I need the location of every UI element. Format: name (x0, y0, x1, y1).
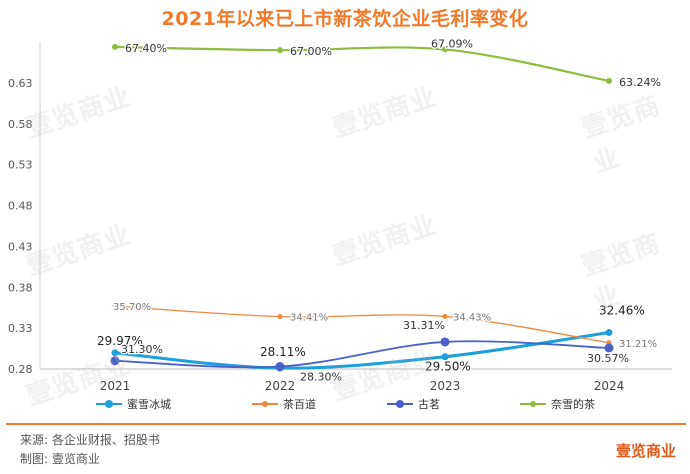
x-tick-label: 2024 (594, 379, 625, 393)
y-tick-label: 0.53 (8, 159, 33, 172)
data-label-guming: 30.57% (587, 352, 629, 365)
data-label-nayuki: 67.00% (290, 45, 332, 58)
series-line-guming (114, 340, 610, 369)
data-label-chabaidao: 35.70% (113, 302, 151, 313)
data-point-mixue (441, 353, 449, 361)
legend-item-chabaidao: 茶百道 (252, 396, 316, 412)
data-label-mixue: 29.97% (97, 334, 143, 348)
data-point-nayuki (606, 77, 612, 84)
data-point-guming (440, 337, 450, 347)
y-tick-label: 0.58 (8, 118, 33, 131)
data-point-mixue (111, 349, 119, 357)
legend-item-mixue: 蜜雪冰城 (96, 396, 171, 412)
y-tick-label: 0.28 (8, 363, 33, 376)
legend-item-nayuki: 奈雪的茶 (520, 396, 595, 412)
legend-swatch (387, 398, 413, 410)
chart-legend: 蜜雪冰城 茶百道 古茗 奈雪的茶 (0, 396, 690, 414)
data-label-nayuki: 63.24% (619, 76, 661, 89)
brand-logo: 壹览商业 (615, 442, 676, 460)
data-point-guming (110, 356, 120, 366)
footer-maker: 制图: 壹览商业 (20, 452, 100, 466)
legend-label: 蜜雪冰城 (127, 398, 171, 411)
data-label-guming: 31.31% (403, 319, 445, 332)
series-line-nayuki (114, 45, 610, 82)
data-label-mixue: 29.50% (425, 360, 471, 374)
legend-swatch (96, 398, 122, 410)
footer-divider (6, 423, 686, 425)
chart-title: 2021年以来已上市新茶饮企业毛利率变化 (161, 8, 529, 30)
series-line-mixue (114, 331, 610, 370)
y-tick-label: 0.38 (8, 281, 33, 294)
y-tick-label: 0.63 (8, 77, 33, 90)
data-point-guming (604, 343, 614, 353)
data-label-chabaidao: 34.43% (453, 312, 491, 323)
data-label-chabaidao: 34.41% (290, 313, 328, 324)
legend-label: 古茗 (418, 398, 440, 411)
data-label-chabaidao: 31.21% (619, 339, 657, 350)
legend-item-guming: 古茗 (387, 396, 440, 412)
data-label-guming: 28.30% (300, 371, 342, 384)
y-tick-label: 0.33 (8, 322, 33, 335)
x-tick-label: 2021 (100, 379, 131, 393)
data-point-guming (275, 362, 285, 372)
data-label-mixue: 32.46% (599, 304, 645, 318)
legend-label: 奈雪的茶 (551, 398, 595, 411)
data-point-chabaidao (442, 313, 448, 319)
y-tick-label: 0.43 (8, 240, 33, 253)
series-line-chabaidao (114, 305, 610, 344)
data-label-nayuki: 67.09% (431, 37, 473, 50)
data-label-mixue: 28.11% (260, 345, 306, 359)
x-tick-label: 2022 (265, 379, 296, 393)
legend-label: 茶百道 (283, 398, 316, 411)
data-label-nayuki: 67.40% (125, 42, 167, 55)
data-point-nayuki (112, 43, 118, 50)
data-point-nayuki (442, 46, 448, 53)
legend-swatch (520, 398, 546, 410)
data-point-chabaidao (277, 314, 283, 320)
data-point-mixue (605, 329, 613, 337)
data-point-chabaidao (112, 303, 118, 309)
footer-source: 来源: 各企业财报、招股书 (20, 433, 160, 447)
data-label-guming: 31.30% (121, 343, 163, 356)
legend-swatch (252, 398, 278, 410)
data-point-nayuki (277, 47, 283, 54)
y-tick-label: 0.48 (8, 200, 33, 213)
x-tick-label: 2023 (430, 379, 461, 393)
